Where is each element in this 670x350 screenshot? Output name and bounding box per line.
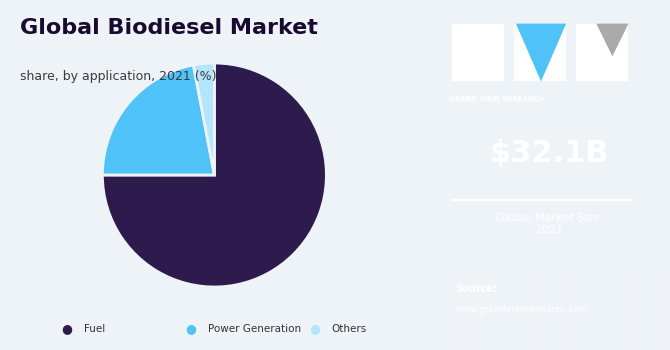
Text: ●: ● <box>310 322 320 336</box>
Polygon shape <box>516 24 566 82</box>
FancyBboxPatch shape <box>452 24 504 82</box>
Wedge shape <box>103 63 326 287</box>
Text: Source:: Source: <box>456 284 498 294</box>
Text: GRAND VIEW RESEARCH: GRAND VIEW RESEARCH <box>449 96 544 102</box>
Wedge shape <box>103 65 214 175</box>
Text: www.grandviewresearch.com: www.grandviewresearch.com <box>456 304 588 314</box>
Text: ●: ● <box>186 322 196 336</box>
FancyBboxPatch shape <box>576 24 628 82</box>
Polygon shape <box>596 24 628 56</box>
Text: Global Biodiesel Market: Global Biodiesel Market <box>20 18 318 37</box>
FancyBboxPatch shape <box>514 24 566 82</box>
Text: Global Market Size,
2021: Global Market Size, 2021 <box>496 213 603 235</box>
Text: Others: Others <box>332 324 367 334</box>
Text: ●: ● <box>62 322 72 336</box>
Wedge shape <box>194 63 214 175</box>
Text: $32.1B: $32.1B <box>490 140 609 168</box>
Text: share, by application, 2021 (%): share, by application, 2021 (%) <box>20 70 216 83</box>
Text: Fuel: Fuel <box>84 324 105 334</box>
Text: Power Generation: Power Generation <box>208 324 301 334</box>
